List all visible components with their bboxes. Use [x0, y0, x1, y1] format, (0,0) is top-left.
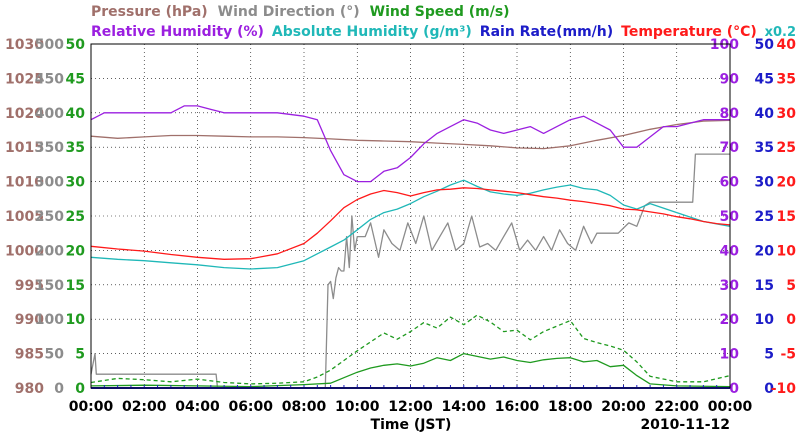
x-tick-label: 20:00 — [601, 399, 646, 415]
series-line-absolute-humidity — [90, 179, 731, 270]
y-tick-label-temperature: -10 — [771, 381, 797, 397]
legend-entry: Temperature (°C) — [621, 24, 757, 40]
y-tick-label-wind_direction: 150 — [35, 278, 64, 294]
y-tick-label-temperature: 20 — [777, 175, 797, 191]
legend-entry: Pressure (hPa) — [91, 4, 208, 20]
y-tick-label-wind_speed: 50 — [66, 37, 86, 53]
y-tick-label-pressure: 1010 — [5, 175, 44, 191]
x-tick-label: 08:00 — [282, 399, 327, 415]
y-tick-label-wind_speed: 15 — [66, 278, 85, 294]
y-tick-label-temperature: 30 — [777, 106, 797, 122]
x-tick-label: 00:00 — [69, 399, 114, 415]
y-tick-label-wind_direction: 50 — [45, 347, 65, 363]
x-tick-label: 12:00 — [388, 399, 433, 415]
y-tick-label-temperature: 10 — [777, 243, 797, 259]
y-tick-label-relative_humidity: 30 — [720, 278, 740, 294]
legend-entry: Rain Rate(mm/h) — [480, 24, 613, 40]
series-line-pressure — [90, 119, 731, 150]
x-tick-label: 00:00 — [708, 399, 753, 415]
y-tick-label-pressure: 1020 — [5, 106, 44, 122]
date-label: 2010-11-12 — [640, 417, 730, 433]
y-tick-label-relative_humidity: 50 — [720, 209, 740, 225]
y-tick-label-rain_rate_abs_humidity: 40 — [755, 106, 775, 122]
legend-entry: Wind Speed (m/s) — [370, 4, 510, 20]
y-tick-label-relative_humidity: 100 — [710, 37, 739, 53]
y-tick-label-wind_direction: 350 — [35, 140, 64, 156]
series-line-wind-speed-gust- — [90, 314, 731, 385]
y-tick-label-rain_rate_abs_humidity: 25 — [755, 209, 774, 225]
y-tick-label-temperature: 5 — [786, 278, 796, 294]
y-tick-label-wind_direction: 200 — [35, 243, 64, 259]
y-tick-label-pressure: 1015 — [5, 140, 44, 156]
series-line-relative-humidity — [90, 105, 730, 183]
x-tick-label: 02:00 — [122, 399, 167, 415]
y-tick-label-rain_rate_abs_humidity: 20 — [755, 243, 775, 259]
legend-entry: Absolute Humidity (g/m³) — [272, 24, 472, 40]
y-tick-label-pressure: 980 — [15, 381, 44, 397]
y-tick-label-pressure: 1025 — [5, 71, 44, 87]
y-tick-label-rain_rate_abs_humidity: 0 — [764, 381, 774, 397]
legend-entry: Wind Direction (°) — [218, 4, 360, 20]
y-tick-label-pressure: 990 — [15, 312, 44, 328]
y-tick-label-wind_direction: 0 — [54, 381, 64, 397]
series-line-wind-speed-mean- — [90, 352, 731, 388]
y-tick-label-rain_rate_abs_humidity: 30 — [755, 175, 775, 191]
y-tick-label-wind_speed: 10 — [66, 312, 86, 328]
y-tick-label-wind_speed: 5 — [75, 347, 85, 363]
y-tick-label-temperature: 15 — [777, 209, 796, 225]
y-tick-label-rain_rate_abs_humidity: 35 — [755, 140, 774, 156]
y-tick-label-pressure: 985 — [15, 347, 44, 363]
x-axis-label: Time (JST) — [371, 417, 452, 433]
y-tick-label-wind_speed: 0 — [75, 381, 85, 397]
y-tick-label-relative_humidity: 60 — [720, 175, 740, 191]
y-tick-label-rain_rate_abs_humidity: 5 — [764, 347, 774, 363]
y-tick-label-wind_direction: 400 — [35, 106, 64, 122]
y-tick-label-wind_direction: 100 — [35, 312, 64, 328]
y-tick-label-wind_direction: 300 — [35, 175, 64, 191]
y-tick-label-wind_direction: 450 — [35, 71, 64, 87]
y-tick-label-wind_speed: 45 — [66, 71, 85, 87]
y-tick-label-relative_humidity: 0 — [729, 381, 739, 397]
y-tick-label-rain_rate_abs_humidity: 50 — [755, 37, 775, 53]
series-line-temperature — [90, 187, 731, 260]
y-tick-label-rain_rate_abs_humidity: 15 — [755, 278, 774, 294]
y-tick-label-wind_direction: 250 — [35, 209, 64, 225]
y-tick-label-wind_speed: 20 — [66, 243, 86, 259]
legend-scale-note: x0.2 — [765, 25, 796, 40]
y-tick-label-temperature: 35 — [777, 71, 796, 87]
y-tick-label-pressure: 1030 — [5, 37, 44, 53]
x-tick-label: 22:00 — [654, 399, 699, 415]
y-tick-label-relative_humidity: 40 — [720, 243, 740, 259]
y-tick-label-wind_speed: 40 — [66, 106, 86, 122]
y-tick-label-temperature: 0 — [786, 312, 796, 328]
y-tick-label-relative_humidity: 80 — [720, 106, 740, 122]
legend-entry: Relative Humidity (%) — [91, 24, 264, 40]
y-tick-label-rain_rate_abs_humidity: 10 — [755, 312, 775, 328]
x-tick-label: 16:00 — [495, 399, 540, 415]
y-tick-label-relative_humidity: 20 — [720, 312, 740, 328]
y-tick-label-temperature: 40 — [777, 37, 797, 53]
y-tick-label-wind_speed: 30 — [66, 175, 86, 191]
y-tick-label-pressure: 995 — [15, 278, 44, 294]
series-line-wind-direction — [90, 153, 730, 389]
y-tick-label-pressure: 1000 — [5, 243, 44, 259]
plot-frame — [90, 43, 731, 389]
x-tick-label: 10:00 — [335, 399, 380, 415]
y-tick-label-rain_rate_abs_humidity: 45 — [755, 71, 774, 87]
y-tick-label-temperature: 25 — [777, 140, 796, 156]
y-tick-label-wind_speed: 25 — [66, 209, 85, 225]
y-tick-label-pressure: 1005 — [5, 209, 44, 225]
y-tick-label-wind_speed: 35 — [66, 140, 85, 156]
y-tick-label-relative_humidity: 70 — [720, 140, 740, 156]
y-tick-label-temperature: -5 — [780, 347, 796, 363]
x-tick-label: 04:00 — [175, 399, 220, 415]
y-tick-label-wind_direction: 500 — [35, 37, 64, 53]
y-tick-label-relative_humidity: 90 — [720, 71, 740, 87]
y-tick-label-relative_humidity: 10 — [720, 347, 740, 363]
x-tick-label: 14:00 — [441, 399, 486, 415]
x-tick-label: 06:00 — [228, 399, 273, 415]
x-tick-label: 18:00 — [548, 399, 593, 415]
